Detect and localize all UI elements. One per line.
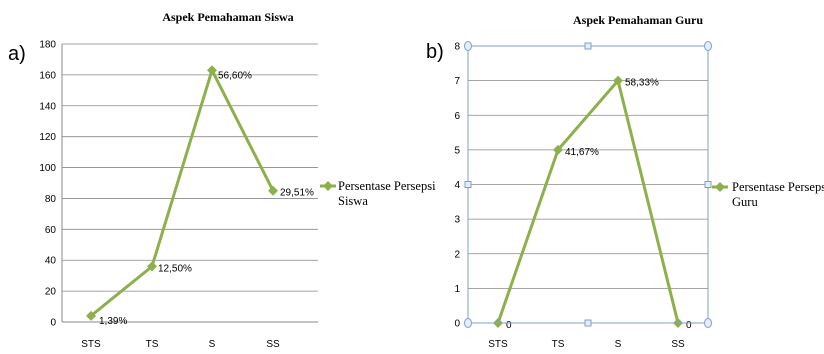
side-handle bbox=[584, 319, 592, 327]
y-tick-label: 60 bbox=[45, 225, 57, 236]
x-tick-label: SS bbox=[266, 339, 280, 350]
chart-title-a: Aspek Pemahaman Siswa bbox=[162, 10, 293, 24]
x-tick-label: S bbox=[209, 339, 216, 350]
data-point bbox=[268, 185, 278, 196]
y-tick-label: 5 bbox=[454, 145, 460, 156]
y-tick-label: 20 bbox=[45, 287, 57, 298]
data-label: 58,33% bbox=[625, 78, 659, 89]
legend-label: Persentase Persepsi Guru bbox=[732, 180, 824, 209]
corner-handle bbox=[704, 318, 712, 328]
legend-label: Persentase Persepsi Siswa bbox=[338, 179, 436, 208]
series-line bbox=[90, 66, 275, 317]
y-tick-label: 180 bbox=[39, 40, 56, 51]
y-tick-label: 40 bbox=[45, 256, 57, 267]
series-line bbox=[496, 77, 680, 324]
y-tick-label: 160 bbox=[39, 70, 56, 81]
chart-title-b: Aspek Pemahaman Guru bbox=[573, 13, 703, 27]
data-point bbox=[553, 144, 563, 155]
x-tick-label: TS bbox=[146, 339, 159, 350]
legend-label-line: Persentase Persepsi bbox=[732, 180, 824, 194]
x-tick-label: SS bbox=[671, 339, 685, 350]
corner-handle bbox=[464, 318, 472, 328]
x-tick-label: STS bbox=[81, 339, 101, 350]
y-tick-label: 2 bbox=[454, 249, 460, 260]
data-point bbox=[147, 261, 157, 272]
side-handle bbox=[584, 42, 592, 50]
x-tick-label: TS bbox=[552, 339, 565, 350]
legend-label-line: Siswa bbox=[338, 194, 368, 208]
data-label: 0 bbox=[506, 320, 512, 331]
y-tick-label: 0 bbox=[454, 319, 460, 330]
side-handle bbox=[464, 181, 472, 188]
data-label: 56,60% bbox=[218, 70, 252, 81]
data-label: 12,50% bbox=[158, 263, 192, 274]
y-tick-label: 100 bbox=[39, 163, 56, 174]
side-handle bbox=[704, 181, 712, 188]
data-point bbox=[207, 65, 217, 76]
chart-aspek-pemahaman-siswa: a) Aspek Pemahaman Siswa 0 20 40 60 80 100 120… bbox=[8, 10, 436, 350]
y-tick-label: 7 bbox=[454, 76, 460, 87]
y-tick-label: 4 bbox=[454, 180, 460, 191]
data-label: 0 bbox=[686, 320, 692, 331]
data-point bbox=[86, 310, 96, 321]
data-label: 29,51% bbox=[280, 188, 314, 199]
legend-label-line: Persentase Persepsi bbox=[338, 179, 436, 193]
y-tick-label: 6 bbox=[454, 111, 460, 122]
data-point bbox=[613, 75, 623, 86]
y-tick-label: 120 bbox=[39, 132, 56, 143]
corner-handle bbox=[704, 41, 712, 51]
y-tick-label: 80 bbox=[45, 194, 57, 205]
legend-label-line: Guru bbox=[732, 195, 758, 209]
legend-marker bbox=[715, 182, 725, 192]
x-tick-label: STS bbox=[488, 339, 508, 350]
data-label: 1,39% bbox=[99, 316, 127, 327]
y-tick-label: 140 bbox=[39, 101, 56, 112]
y-tick-label: 0 bbox=[50, 318, 56, 329]
y-tick-label: 3 bbox=[454, 215, 460, 226]
y-tick-label: 1 bbox=[454, 284, 460, 295]
x-tick-label: S bbox=[615, 339, 622, 350]
y-tick-label: 8 bbox=[454, 42, 460, 53]
legend-marker bbox=[323, 181, 333, 191]
panel-label-b: b) bbox=[426, 41, 444, 63]
corner-handle bbox=[464, 41, 472, 51]
data-label: 41,67% bbox=[565, 147, 599, 158]
panel-label-a: a) bbox=[8, 43, 26, 65]
